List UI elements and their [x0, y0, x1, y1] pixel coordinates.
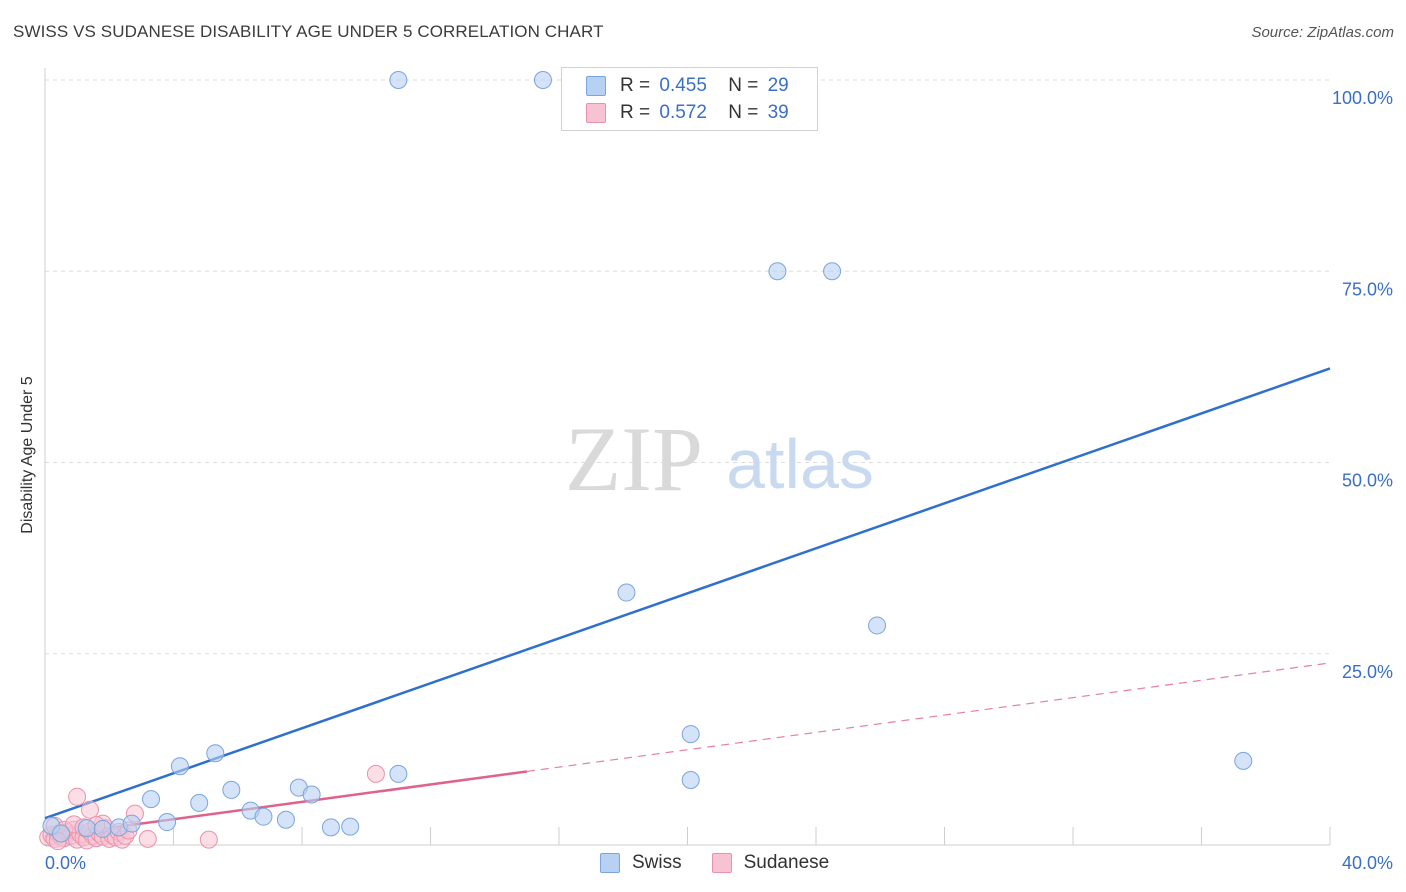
- x-tick-label-min: 0.0%: [45, 853, 86, 873]
- sudanese-point: [199, 830, 218, 849]
- swiss-point: [190, 793, 209, 812]
- swiss-point: [158, 813, 177, 832]
- sudanese-point: [80, 800, 99, 819]
- swiss-point: [142, 790, 161, 809]
- watermark-zip: ZIP: [565, 408, 703, 510]
- swiss-point: [681, 770, 700, 789]
- swiss-point: [389, 764, 408, 783]
- swiss-point: [254, 807, 273, 826]
- swiss-point: [533, 71, 552, 89]
- swiss-point: [276, 810, 295, 829]
- swiss-swatch: [586, 76, 606, 96]
- swiss-point: [206, 744, 225, 763]
- swiss-point: [222, 780, 241, 799]
- swiss-r-label: R =: [620, 75, 651, 96]
- sudanese-n-value: 39: [767, 102, 789, 123]
- data-points: [39, 71, 1253, 851]
- swiss-point: [617, 583, 636, 602]
- axes: [44, 68, 1331, 846]
- swiss-n-value: 29: [767, 75, 789, 96]
- swiss-point: [321, 818, 340, 837]
- swiss-point: [93, 819, 112, 838]
- sudanese-r-value: 0.572: [659, 102, 707, 123]
- swiss-n-label: N =: [728, 75, 759, 96]
- correlation-legend: R = 0.455 N = 29 R = 0.572 N = 39: [561, 67, 818, 131]
- sudanese-n-label: N =: [728, 102, 759, 123]
- swiss-point: [302, 785, 321, 804]
- swiss-point: [122, 814, 141, 833]
- swiss-point: [681, 725, 700, 744]
- swiss-trend-line: [44, 367, 1331, 820]
- swiss-point: [52, 824, 71, 843]
- swiss-legend-swatch: [600, 853, 620, 873]
- sudanese-r-label: R =: [620, 102, 651, 123]
- swiss-point: [77, 819, 96, 838]
- swiss-r-value: 0.455: [659, 75, 707, 96]
- grid-lines: [45, 79, 1330, 655]
- swiss-point: [868, 616, 887, 635]
- sudanese-legend-label: Sudanese: [743, 852, 830, 873]
- x-tick-label-max: 40.0%: [1342, 853, 1393, 873]
- y-tick-label: 25.0%: [1342, 662, 1393, 682]
- sudanese-legend-swatch: [711, 853, 732, 873]
- swiss-point: [1234, 751, 1253, 770]
- sudanese-trend-line-dashed: [526, 662, 1331, 773]
- legend-item-sudanese: Sudanese: [711, 852, 830, 874]
- chart-title: SWISS VS SUDANESE DISABILITY AGE UNDER 5…: [13, 22, 604, 41]
- swiss-point: [823, 262, 842, 281]
- y-tick-label: 50.0%: [1342, 471, 1393, 491]
- series-legend: Swiss Sudanese: [600, 852, 859, 874]
- sudanese-point: [68, 787, 87, 806]
- legend-item-swiss: Swiss: [600, 852, 682, 874]
- watermark: ZIP atlas: [565, 408, 874, 510]
- source-label: Source: ZipAtlas.com: [1251, 24, 1394, 41]
- swiss-point: [170, 757, 189, 776]
- y-tick-label: 75.0%: [1342, 279, 1393, 299]
- sudanese-point: [366, 764, 385, 783]
- sudanese-point: [138, 829, 157, 848]
- watermark-atlas: atlas: [726, 425, 874, 503]
- swiss-legend-label: Swiss: [632, 852, 682, 873]
- tick-labels: 25.0% 50.0% 75.0% 100.0% 0.0% 40.0%: [45, 88, 1393, 873]
- swiss-point: [341, 817, 360, 836]
- y-tick-label: 100.0%: [1332, 88, 1393, 108]
- swiss-point: [768, 262, 787, 281]
- swiss-point: [389, 71, 408, 89]
- sudanese-swatch: [586, 103, 606, 123]
